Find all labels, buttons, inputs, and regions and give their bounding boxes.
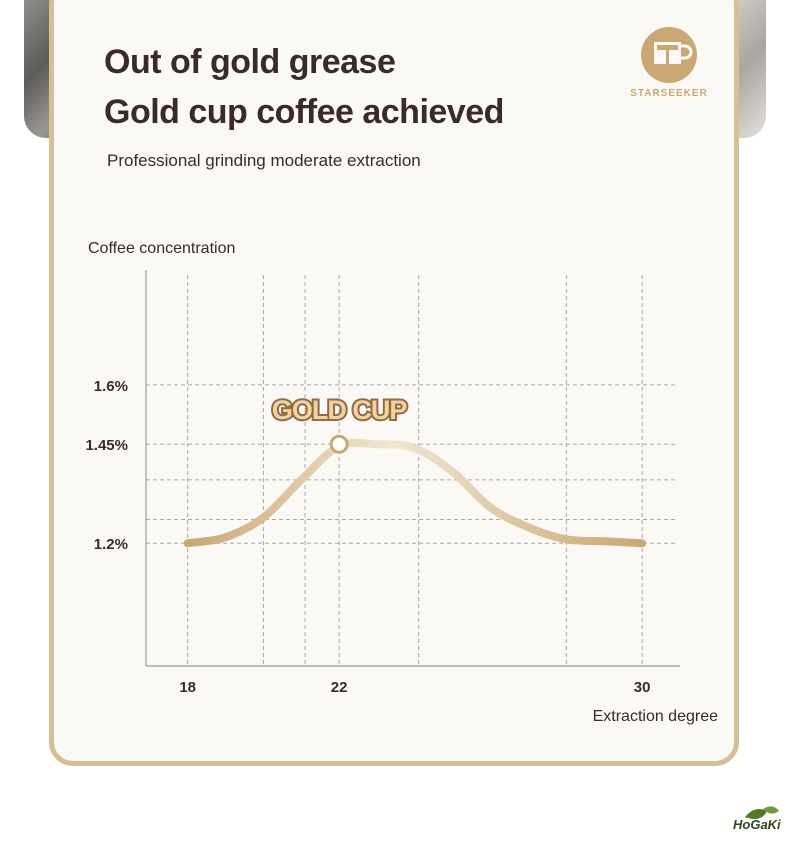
hogaki-leaf-icon (745, 806, 779, 819)
y-axis-label: Coffee concentration (88, 240, 235, 257)
grid-lines (146, 275, 675, 666)
gold-cup-label: GOLD CUP (272, 395, 407, 425)
brand-logo: STARSEEKER (618, 26, 720, 99)
x-tick-label: 22 (331, 679, 348, 696)
x-axis-label: Extraction degree (593, 708, 719, 725)
subtitle: Professional grinding moderate extractio… (107, 151, 421, 170)
cup-icon (641, 27, 697, 83)
y-tick-label: 1.45% (85, 437, 128, 454)
extraction-chart: 1.2% 1.45% 1.6% 18 22 30 Coffee concentration… (85, 240, 719, 725)
brand-name: STARSEEKER (630, 88, 708, 99)
headline-line-1: Out of gold grease (104, 43, 396, 81)
hogaki-logo-text: HoGaKi (733, 817, 781, 832)
y-tick-label: 1.2% (94, 536, 128, 553)
y-tick-label: 1.6% (94, 378, 128, 395)
content-card (49, 0, 739, 766)
x-tick-label: 18 (179, 679, 196, 696)
peak-marker (329, 434, 349, 454)
tick-labels: 1.2% 1.45% 1.6% 18 22 30 (85, 378, 650, 696)
headline-line-2: Gold cup coffee achieved (104, 93, 504, 131)
concentration-curve (183, 438, 647, 548)
x-tick-label: 30 (634, 679, 651, 696)
